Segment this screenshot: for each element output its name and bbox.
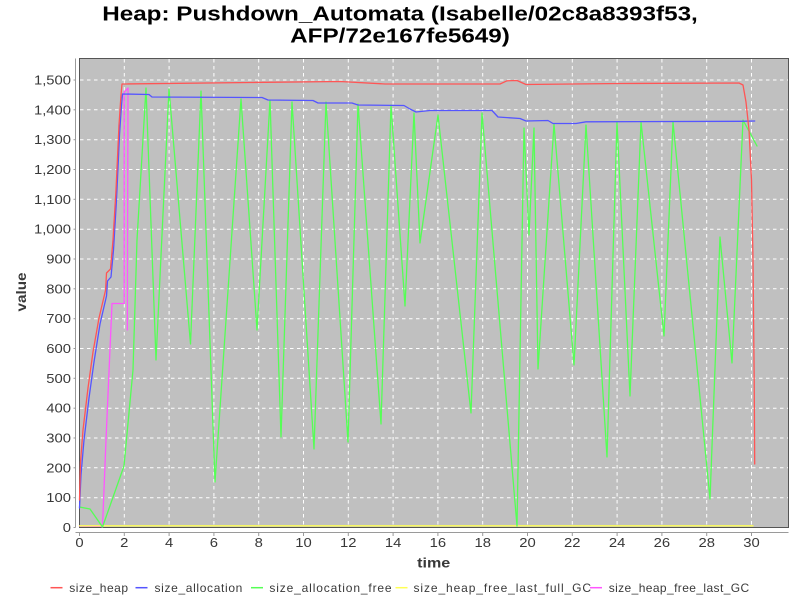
svg-text:size_allocation: size_allocation <box>155 581 243 595</box>
svg-text:4: 4 <box>165 535 174 550</box>
svg-text:20: 20 <box>519 535 536 550</box>
svg-text:100: 100 <box>46 490 71 505</box>
svg-text:2: 2 <box>120 535 129 550</box>
svg-text:24: 24 <box>609 535 626 550</box>
svg-text:size_allocation_free: size_allocation_free <box>269 581 392 595</box>
svg-text:14: 14 <box>385 535 402 550</box>
svg-text:400: 400 <box>46 401 71 416</box>
svg-text:10: 10 <box>295 535 312 550</box>
svg-text:size_heap_free_last_GC: size_heap_free_last_GC <box>609 581 750 595</box>
svg-text:0: 0 <box>75 535 84 550</box>
svg-text:Heap: Pushdown_Automata (Isabe: Heap: Pushdown_Automata (Isabelle/02c8a8… <box>102 2 698 24</box>
svg-text:26: 26 <box>654 535 671 550</box>
svg-text:size_heap: size_heap <box>69 581 128 595</box>
svg-text:28: 28 <box>698 535 715 550</box>
svg-text:600: 600 <box>46 341 71 356</box>
svg-text:16: 16 <box>430 535 447 550</box>
svg-text:200: 200 <box>46 460 71 475</box>
svg-text:18: 18 <box>474 535 491 550</box>
svg-text:12: 12 <box>340 535 357 550</box>
svg-text:22: 22 <box>564 535 581 550</box>
svg-text:time: time <box>417 555 450 571</box>
svg-text:1,400: 1,400 <box>34 102 71 117</box>
svg-text:6: 6 <box>210 535 219 550</box>
svg-text:1,300: 1,300 <box>34 132 71 147</box>
svg-text:size_heap_free_last_full_GC: size_heap_free_last_full_GC <box>414 581 592 595</box>
svg-text:0: 0 <box>63 520 72 535</box>
svg-text:8: 8 <box>255 535 264 550</box>
svg-text:value: value <box>15 273 30 312</box>
svg-text:300: 300 <box>46 430 71 445</box>
svg-text:1,000: 1,000 <box>34 222 71 237</box>
svg-text:800: 800 <box>46 281 71 296</box>
svg-text:30: 30 <box>743 535 760 550</box>
svg-text:700: 700 <box>46 311 71 326</box>
svg-text:1,100: 1,100 <box>34 192 71 207</box>
svg-text:AFP/72e167fe5649): AFP/72e167fe5649) <box>290 24 510 46</box>
svg-text:500: 500 <box>46 371 71 386</box>
svg-text:1,500: 1,500 <box>34 72 71 87</box>
svg-text:900: 900 <box>46 251 71 266</box>
svg-text:1,200: 1,200 <box>34 162 71 177</box>
